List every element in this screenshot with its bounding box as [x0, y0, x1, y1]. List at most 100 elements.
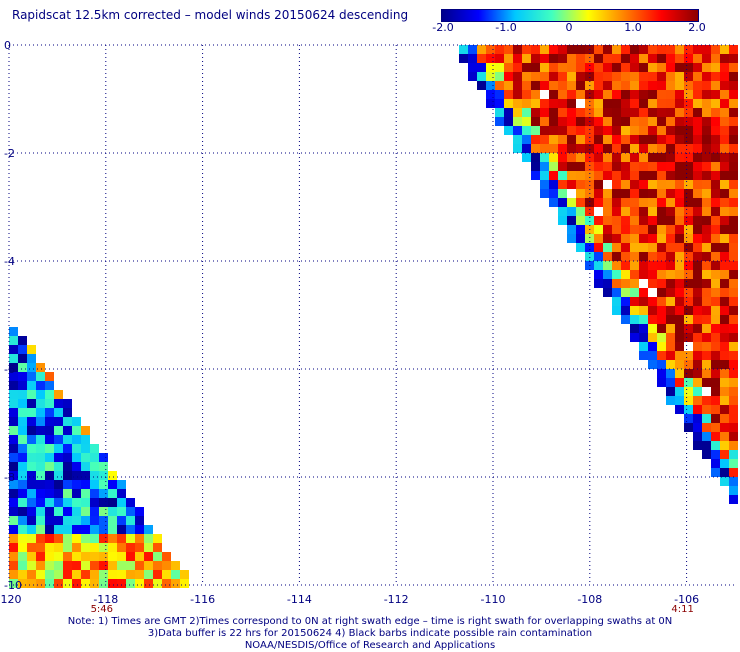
heatmap-cell: [711, 243, 720, 252]
heatmap-cell: [702, 306, 711, 315]
heatmap-cell: [513, 117, 522, 126]
heatmap-cell: [675, 342, 684, 351]
heatmap-cell: [531, 117, 540, 126]
heatmap-cell: [585, 108, 594, 117]
heatmap-cell: [486, 63, 495, 72]
heatmap-cell: [540, 72, 549, 81]
heatmap-cell: [549, 108, 558, 117]
heatmap-cell: [603, 171, 612, 180]
heatmap-cell: [513, 99, 522, 108]
heatmap-cell: [639, 99, 648, 108]
heatmap-cell: [99, 561, 108, 570]
heatmap-cell: [531, 135, 540, 144]
heatmap-cell: [702, 441, 711, 450]
heatmap-cell: [648, 144, 657, 153]
heatmap-cell: [531, 81, 540, 90]
heatmap-cell: [666, 207, 675, 216]
heatmap-cell: [693, 216, 702, 225]
heatmap-cell: [513, 90, 522, 99]
heatmap-cell: [702, 45, 711, 54]
heatmap-cell: [666, 135, 675, 144]
heatmap-cell: [459, 45, 468, 54]
heatmap-cell: [27, 453, 36, 462]
heatmap-cell: [657, 234, 666, 243]
heatmap-cell: [711, 351, 720, 360]
heatmap-cell: [585, 126, 594, 135]
heatmap-cell: [729, 477, 738, 486]
heatmap-cell: [486, 54, 495, 63]
heatmap-cell: [126, 579, 135, 588]
heatmap-cell: [477, 63, 486, 72]
heatmap-cell: [639, 306, 648, 315]
heatmap-cell: [495, 108, 504, 117]
heatmap-cell: [558, 54, 567, 63]
heatmap-cell: [711, 63, 720, 72]
heatmap-cell: [36, 543, 45, 552]
heatmap-cell: [621, 270, 630, 279]
heatmap-cell: [720, 333, 729, 342]
heatmap-cell: [666, 243, 675, 252]
heatmap-cell: [675, 387, 684, 396]
heatmap-cell: [63, 552, 72, 561]
heatmap-cell: [684, 387, 693, 396]
heatmap-cell: [54, 417, 63, 426]
heatmap-cell: [540, 117, 549, 126]
heatmap-cell: [711, 225, 720, 234]
heatmap-cell: [585, 63, 594, 72]
heatmap-cell: [72, 417, 81, 426]
heatmap-cell: [648, 315, 657, 324]
heatmap-cell: [567, 135, 576, 144]
heatmap-cell: [612, 72, 621, 81]
heatmap-cell: [99, 525, 108, 534]
heatmap-cell: [594, 180, 603, 189]
heatmap-cell: [702, 252, 711, 261]
heatmap-cell: [522, 90, 531, 99]
heatmap-cell: [9, 444, 18, 453]
heatmap-cell: [720, 72, 729, 81]
heatmap-cell: [486, 90, 495, 99]
heatmap-cell: [504, 117, 513, 126]
heatmap-cell: [612, 180, 621, 189]
heatmap-cell: [729, 117, 738, 126]
heatmap-cell: [729, 216, 738, 225]
heatmap-cell: [657, 324, 666, 333]
heatmap-cell: [720, 144, 729, 153]
heatmap-cell: [495, 90, 504, 99]
heatmap-cell: [711, 270, 720, 279]
heatmap-cell: [567, 162, 576, 171]
heatmap-cell: [45, 543, 54, 552]
heatmap-cell: [711, 162, 720, 171]
heatmap-cell: [639, 288, 648, 297]
heatmap-cell: [720, 135, 729, 144]
heatmap-cell: [27, 444, 36, 453]
heatmap-cell: [720, 81, 729, 90]
heatmap-cell: [693, 117, 702, 126]
heatmap-cell: [702, 279, 711, 288]
heatmap-cell: [729, 270, 738, 279]
heatmap-cell: [621, 315, 630, 324]
heatmap-cell: [18, 525, 27, 534]
heatmap-cell: [693, 153, 702, 162]
heatmap-cell: [495, 72, 504, 81]
heatmap-cell: [684, 225, 693, 234]
heatmap-cell: [567, 63, 576, 72]
heatmap-cell: [684, 99, 693, 108]
heatmap-cell: [693, 225, 702, 234]
heatmap-cell: [630, 261, 639, 270]
heatmap-cell: [108, 498, 117, 507]
heatmap-cell: [54, 579, 63, 588]
heatmap-cell: [621, 135, 630, 144]
heatmap-cell: [639, 207, 648, 216]
heatmap-cell: [729, 441, 738, 450]
heatmap-cell: [108, 552, 117, 561]
heatmap-cell: [594, 252, 603, 261]
heatmap-cell: [720, 153, 729, 162]
heatmap-cell: [729, 207, 738, 216]
heatmap-cell: [54, 426, 63, 435]
heatmap-cell: [36, 507, 45, 516]
heatmap-cell: [585, 144, 594, 153]
heatmap-cell: [45, 516, 54, 525]
heatmap-cell: [621, 261, 630, 270]
heatmap-cell: [603, 288, 612, 297]
heatmap-cell: [657, 306, 666, 315]
